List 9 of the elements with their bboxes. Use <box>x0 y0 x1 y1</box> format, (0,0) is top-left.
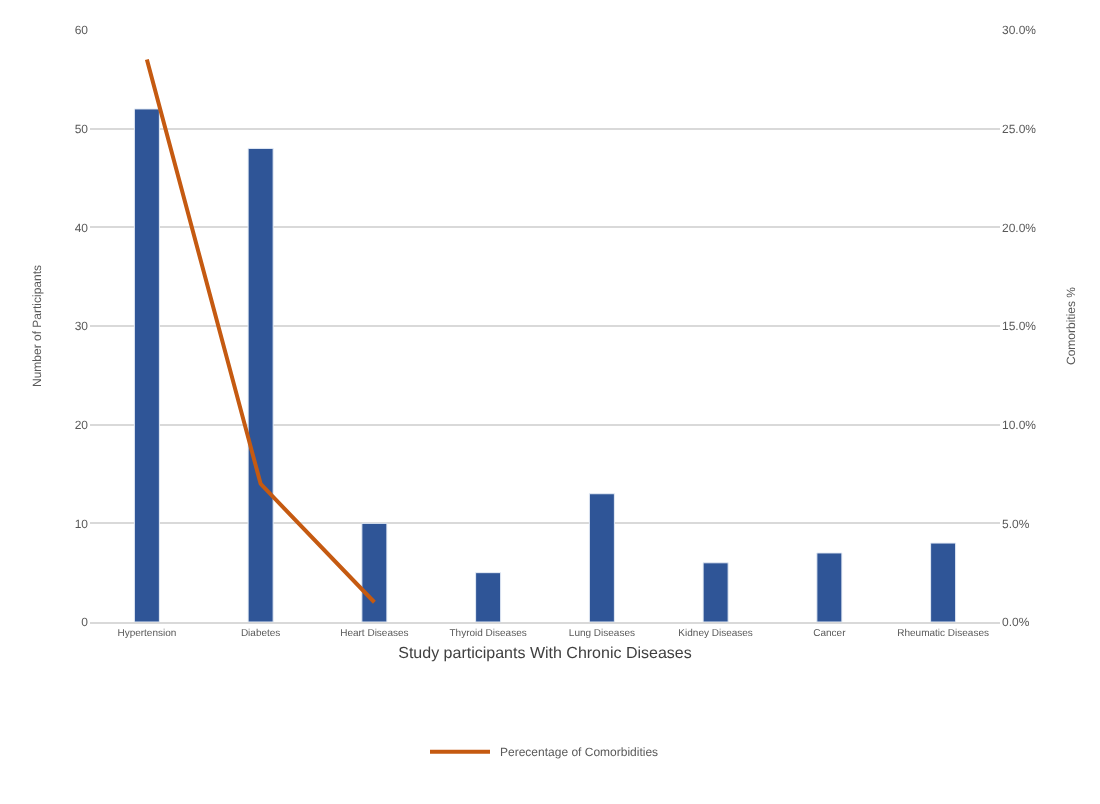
bar <box>930 542 957 622</box>
bar <box>361 522 388 622</box>
bar <box>133 108 160 622</box>
bar <box>816 552 843 622</box>
bar <box>475 572 502 622</box>
x-axis-title: Study participants With Chronic Diseases <box>398 644 692 663</box>
bar <box>247 147 274 622</box>
bar <box>588 493 615 622</box>
bar <box>702 562 729 622</box>
